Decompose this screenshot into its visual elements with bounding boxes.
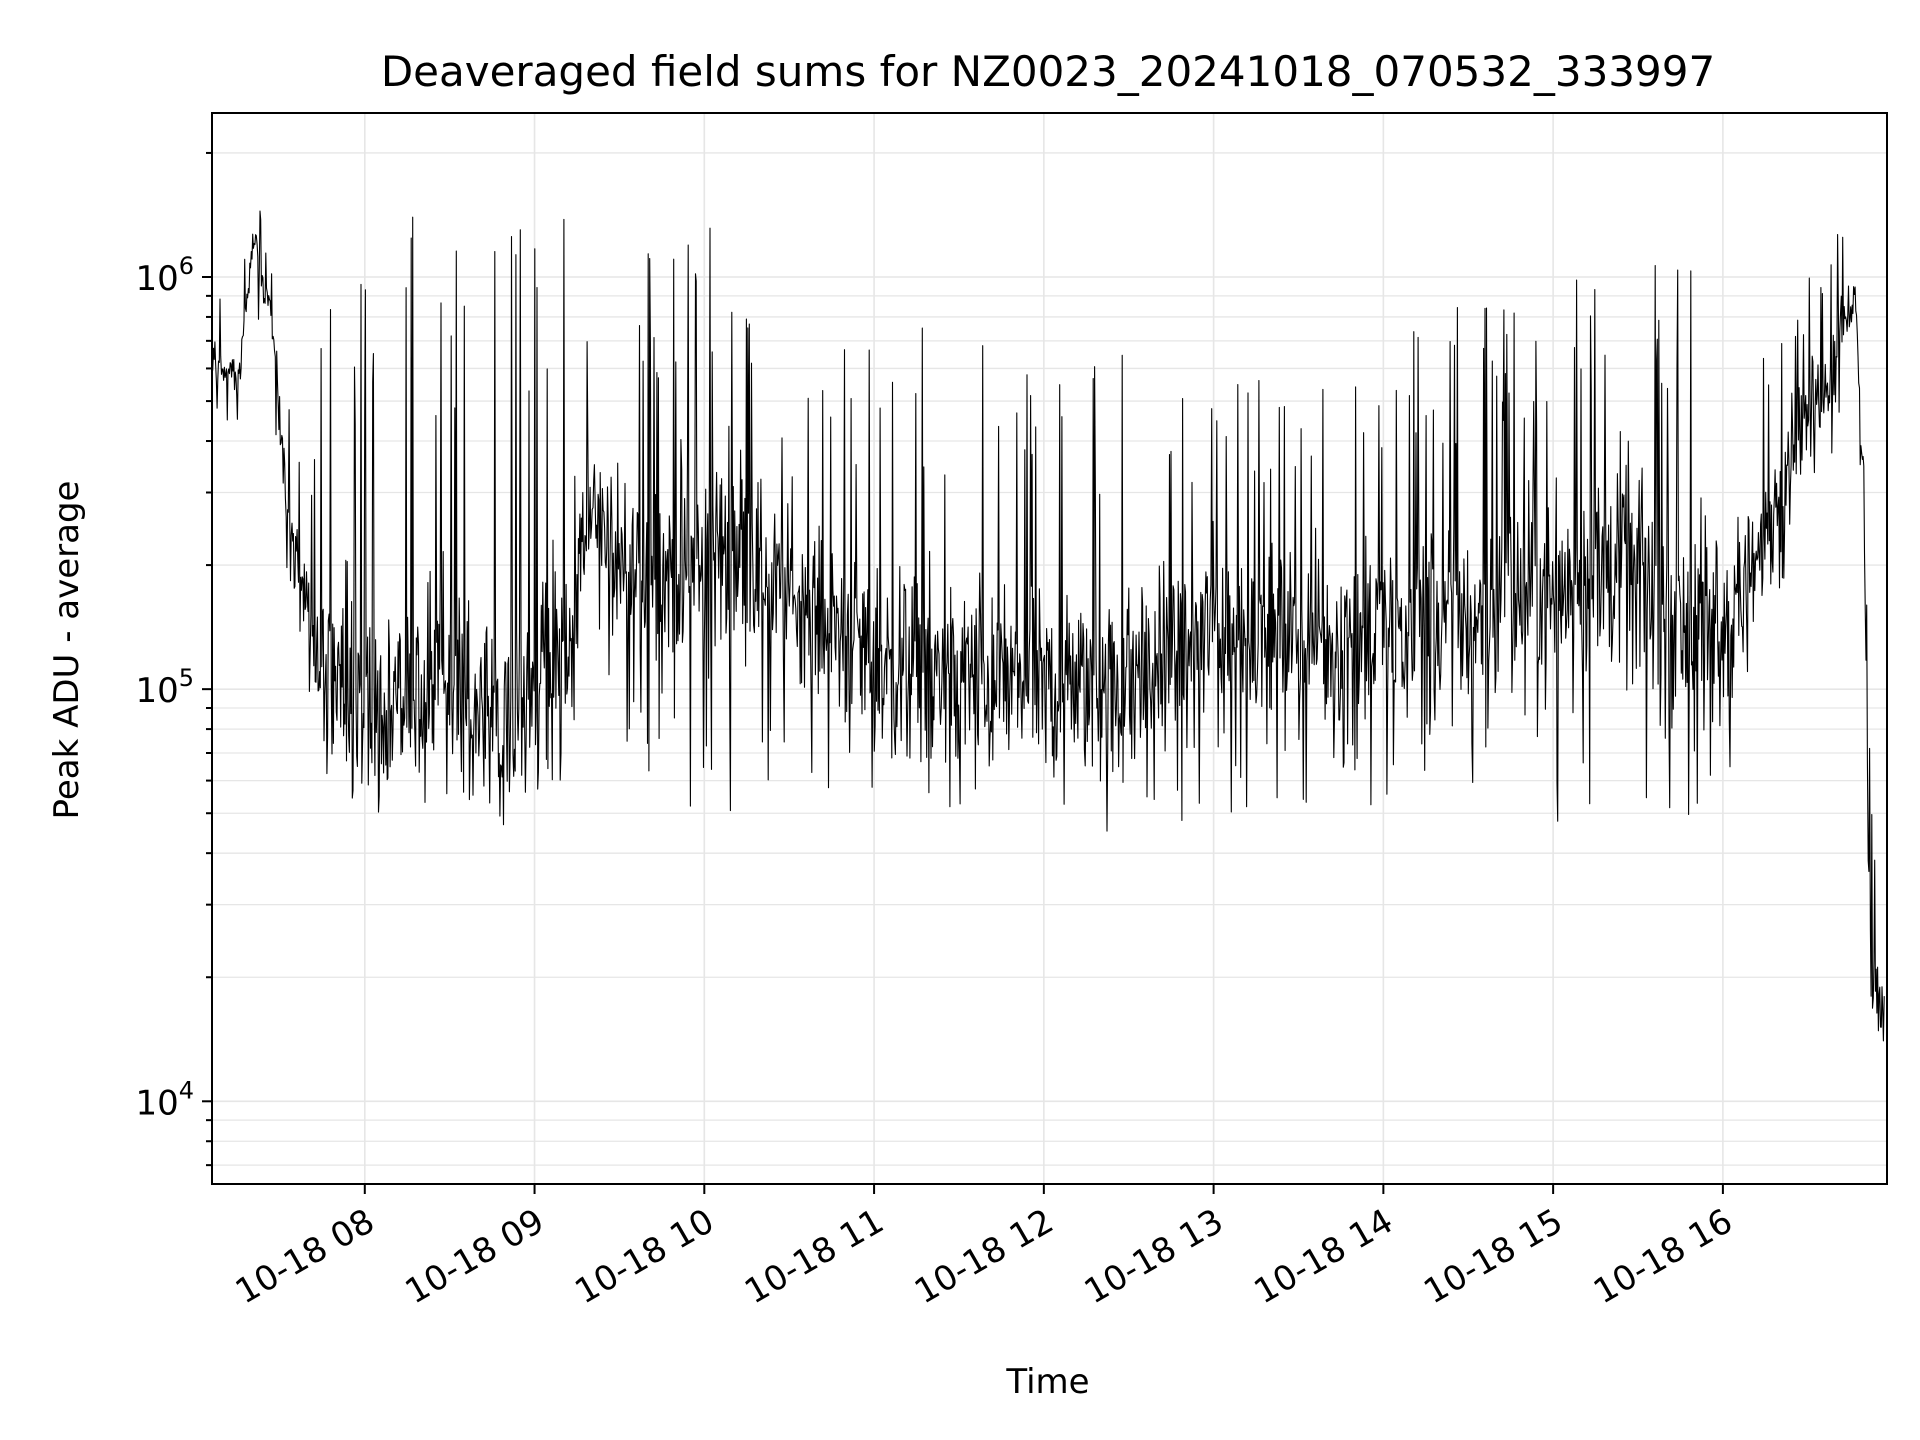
- plot-frame: [211, 112, 1888, 1185]
- y-axis-ticks: 104 105 106: [135, 151, 212, 1167]
- series-path: [211, 210, 1885, 1042]
- grid: [212, 113, 1887, 1184]
- series-line: [211, 210, 1885, 1042]
- y-tick-label: 106: [135, 252, 194, 299]
- x-axis-label: Time: [1005, 1362, 1089, 1402]
- chart-title: Deaveraged field sums for NZ0023_2024101…: [381, 47, 1715, 96]
- y-axis-label: Peak ADU - average: [47, 481, 87, 820]
- y-tick-label: 104: [135, 1076, 194, 1123]
- y-tick-label: 105: [135, 664, 194, 711]
